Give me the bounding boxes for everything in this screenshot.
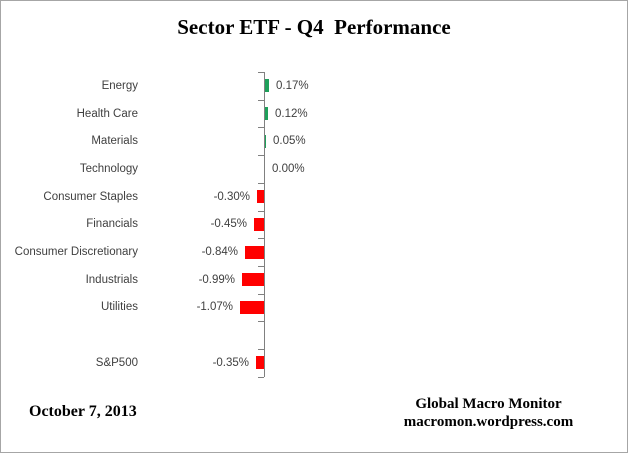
axis-tick — [258, 72, 264, 73]
value-label: -0.99% — [198, 274, 235, 286]
category-label: Materials — [91, 135, 138, 147]
negative-bar — [256, 356, 264, 369]
positive-bar — [265, 135, 266, 148]
value-label: 0.12% — [275, 108, 308, 120]
credit-line-2: macromon.wordpress.com — [403, 414, 574, 430]
category-label: S&P500 — [95, 357, 138, 369]
positive-bar — [265, 79, 269, 92]
category-label: Technology — [79, 163, 138, 175]
category-label: Consumer Staples — [43, 191, 138, 203]
category-label: Health Care — [76, 108, 138, 120]
category-label: Energy — [101, 80, 138, 92]
negative-bar — [240, 301, 264, 314]
axis-tick — [258, 211, 264, 212]
value-label: -1.07% — [196, 301, 233, 313]
category-label: Industrials — [85, 274, 138, 286]
axis-tick — [258, 321, 264, 322]
axis-tick — [258, 266, 264, 267]
value-label: -0.30% — [213, 191, 250, 203]
value-label: -0.45% — [210, 218, 247, 230]
category-label: Utilities — [100, 301, 138, 313]
credit-line-1: Global Macro Monitor — [415, 396, 562, 412]
axis-tick — [258, 100, 264, 101]
value-label: 0.00% — [272, 163, 305, 175]
negative-bar — [245, 246, 264, 259]
category-axis — [264, 72, 265, 377]
credits-block: Global Macro Monitor macromon.wordpress.… — [391, 395, 586, 431]
axis-tick — [258, 155, 264, 156]
axis-tick — [258, 349, 264, 350]
date-label: October 7, 2013 — [29, 403, 137, 420]
value-label: -0.35% — [212, 357, 249, 369]
positive-bar — [265, 107, 268, 120]
negative-bar — [257, 190, 264, 203]
axis-tick — [258, 238, 264, 239]
axis-tick — [258, 127, 264, 128]
negative-bar — [254, 218, 264, 231]
axis-tick — [258, 183, 264, 184]
category-label: Financials — [86, 218, 138, 230]
category-label: Consumer Discretionary — [14, 246, 138, 258]
value-label: 0.05% — [273, 135, 306, 147]
axis-tick — [258, 294, 264, 295]
negative-bar — [242, 273, 264, 286]
value-label: 0.17% — [276, 80, 309, 92]
value-label: -0.84% — [201, 246, 238, 258]
axis-tick — [258, 377, 264, 378]
chart-title: Sector ETF - Q4 Performance — [177, 15, 451, 39]
